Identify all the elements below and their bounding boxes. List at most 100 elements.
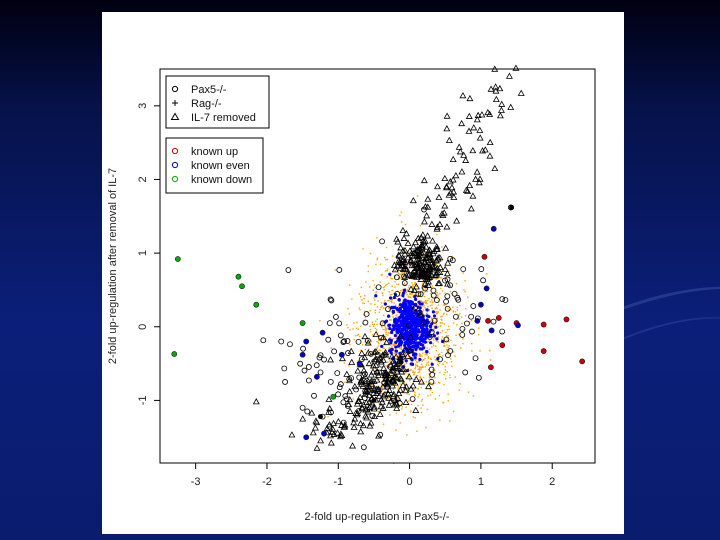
orange-point: [460, 316, 463, 318]
legend-up-icon: [171, 147, 179, 155]
orange-point: [431, 285, 434, 287]
legend-known-up-label: known up: [191, 146, 238, 158]
orange-point: [388, 305, 391, 307]
orange-point: [441, 322, 444, 324]
orange-point: [437, 354, 440, 356]
orange-point: [420, 386, 422, 389]
orange-point: [449, 354, 451, 356]
orange-point: [435, 340, 438, 342]
orange-point: [377, 354, 380, 356]
orange-point: [395, 337, 397, 339]
orange-point: [454, 376, 456, 378]
orange-point: [373, 297, 375, 299]
triangle-point: [299, 415, 307, 422]
orange-point: [424, 357, 426, 360]
orange-point: [387, 334, 389, 336]
orange-point: [404, 371, 406, 374]
orange-point: [417, 396, 419, 398]
triangle-point: [469, 146, 477, 154]
open-circle-point: [334, 370, 341, 377]
triangle-point: [394, 262, 401, 269]
open-circle-point: [327, 409, 334, 416]
orange-point: [360, 325, 362, 328]
blue-point: [387, 349, 392, 353]
triangle-point: [505, 72, 513, 79]
triangle-point: [443, 125, 451, 132]
orange-point: [357, 333, 360, 336]
orange-point: [414, 293, 416, 296]
triangle-point: [399, 381, 407, 388]
orange-point: [416, 296, 418, 298]
orange-point: [435, 349, 438, 352]
orange-point: [425, 353, 427, 355]
orange-point: [364, 316, 367, 319]
blue-point: [399, 339, 403, 343]
orange-point: [382, 328, 384, 331]
triangle-point: [357, 428, 365, 435]
triangle-point: [436, 220, 444, 228]
blue-point: [402, 327, 406, 331]
open-circle-point: [460, 266, 467, 273]
triangle-point: [385, 375, 393, 382]
orange-point: [382, 339, 385, 342]
triangle-point: [410, 286, 418, 293]
orange-point: [405, 292, 407, 294]
orange-point: [417, 371, 420, 374]
orange-point: [376, 323, 378, 326]
orange-point: [387, 327, 389, 329]
open-circle-point: [447, 255, 454, 262]
orange-point: [423, 292, 425, 294]
filled-black-point: [371, 397, 377, 403]
orange-point: [368, 343, 370, 345]
orange-point: [426, 302, 428, 305]
triangle-point: [492, 83, 500, 90]
blue-point: [413, 356, 417, 360]
triangle-point: [472, 175, 480, 182]
orange-point: [417, 365, 419, 368]
orange-point: [445, 349, 448, 351]
x-axis-label: 2-fold up-regulation in Pax5-/-: [305, 511, 450, 523]
orange-point: [361, 344, 364, 346]
known-even-point: [515, 322, 521, 329]
orange-point: [427, 364, 430, 366]
orange-point: [433, 344, 435, 347]
orange-point: [409, 293, 412, 295]
triangle-point: [517, 89, 525, 96]
orange-point: [379, 349, 382, 352]
blue-point: [434, 325, 438, 329]
orange-point: [360, 349, 362, 352]
orange-point: [437, 336, 440, 338]
orange-point: [395, 314, 397, 317]
triangle-point: [338, 354, 346, 362]
triangle-point: [498, 100, 506, 107]
open-circle-point: [447, 282, 454, 289]
orange-point: [389, 310, 391, 312]
triangle-point: [429, 250, 437, 257]
orange-point: [406, 434, 408, 436]
open-circle-point: [335, 391, 342, 398]
triangle-point: [492, 95, 500, 102]
triangle-point: [370, 403, 378, 410]
orange-point: [378, 339, 380, 342]
orange-point: [378, 311, 381, 313]
orange-point: [424, 354, 426, 356]
triangle-point: [346, 387, 354, 395]
triangle-point: [359, 421, 367, 429]
orange-point: [420, 407, 422, 409]
orange-point: [390, 300, 392, 302]
open-circle-point: [336, 320, 343, 327]
blue-point: [387, 338, 392, 342]
legend-even-icon: [171, 161, 179, 169]
orange-point: [347, 308, 349, 310]
orange-point: [404, 377, 407, 380]
blue-point: [409, 339, 413, 343]
orange-point: [449, 290, 452, 293]
open-circle-point: [341, 338, 348, 345]
open-circle-point: [300, 345, 306, 352]
open-circle-point: [356, 374, 363, 381]
orange-point: [418, 352, 421, 355]
orange-point: [397, 316, 399, 318]
orange-point: [452, 306, 454, 308]
orange-point: [464, 308, 467, 310]
known-up-point: [540, 321, 547, 328]
